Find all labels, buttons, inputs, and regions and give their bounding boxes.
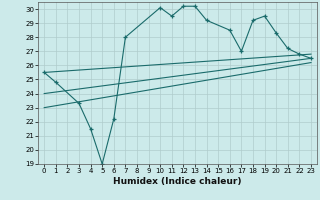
X-axis label: Humidex (Indice chaleur): Humidex (Indice chaleur) (113, 177, 242, 186)
